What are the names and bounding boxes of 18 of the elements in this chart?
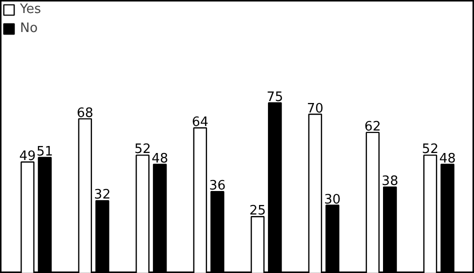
data-label: 48 (439, 151, 456, 166)
data-label: 30 (324, 192, 341, 208)
data-label: 68 (76, 106, 94, 121)
data-label: 51 (36, 144, 54, 160)
data-label: 64 (192, 114, 208, 130)
data-label: 38 (382, 174, 398, 190)
data-label: 52 (134, 142, 151, 158)
data-label: 36 (209, 178, 226, 194)
data-label: 49 (19, 149, 36, 164)
legend-label: Yes (20, 2, 41, 17)
legend-label: No (20, 21, 39, 36)
data-label: 52 (422, 142, 438, 158)
data-label: 75 (266, 90, 284, 105)
data-label: 70 (306, 101, 324, 116)
data-label: 62 (364, 119, 381, 134)
data-label: 48 (152, 151, 168, 166)
data-label: 25 (249, 204, 266, 219)
data-label: 32 (94, 188, 111, 203)
